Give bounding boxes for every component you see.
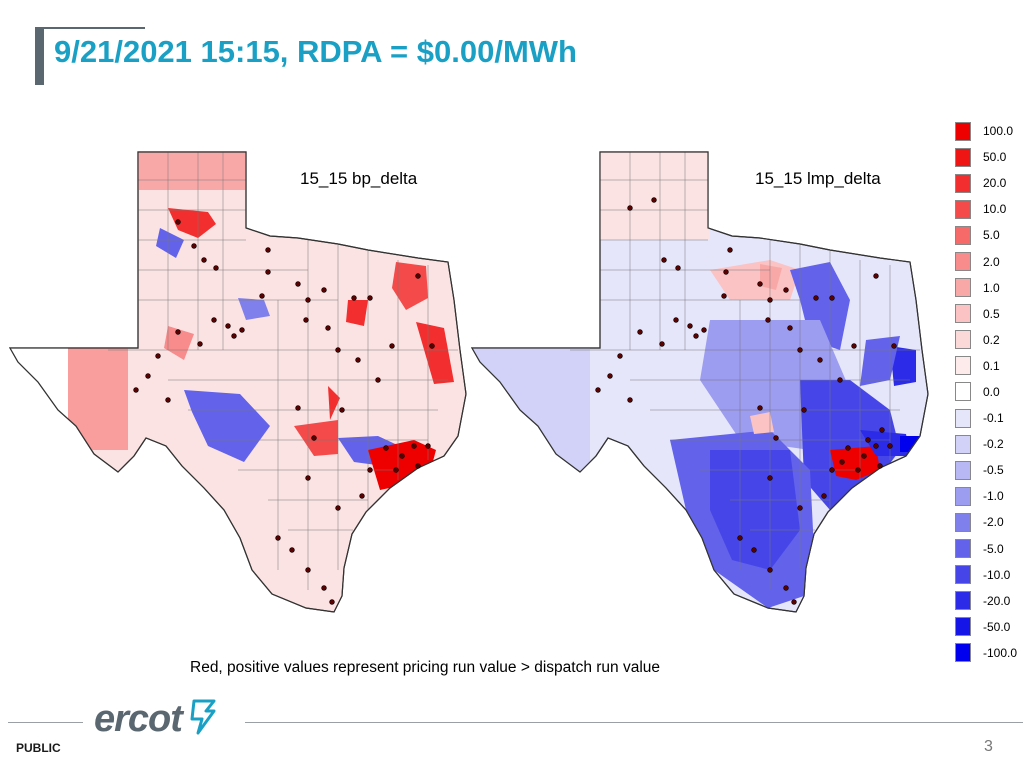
legend-swatch	[955, 121, 971, 141]
legend-row: 1.0	[955, 275, 1023, 301]
legend-swatch	[955, 539, 971, 559]
legend-label: 5.0	[983, 228, 1000, 243]
legend-swatch	[955, 408, 971, 428]
legend-swatch	[955, 304, 971, 324]
title-accent-line	[35, 27, 145, 29]
title-accent-bar	[35, 27, 44, 85]
legend-row: 10.0	[955, 196, 1023, 222]
legend-swatch	[955, 382, 971, 402]
legend-row: -20.0	[955, 588, 1023, 614]
legend-label: 20.0	[983, 176, 1007, 191]
legend-label: 1.0	[983, 280, 1000, 295]
map-lmp-delta: 15_15 lmp_delta	[470, 150, 940, 630]
legend-label: -10.0	[983, 567, 1011, 582]
legend-row: -10.0	[955, 562, 1023, 588]
legend-row: 2.0	[955, 248, 1023, 274]
legend-label: 100.0	[983, 124, 1014, 139]
ercot-logo: ercot	[94, 697, 218, 741]
legend-swatch	[955, 356, 971, 376]
footer-divider-left	[8, 722, 83, 723]
legend-label: -20.0	[983, 593, 1011, 608]
legend-label: 0.5	[983, 306, 1000, 321]
legend-label: -0.1	[983, 411, 1004, 426]
legend-row: 0.0	[955, 379, 1023, 405]
legend-row: 100.0	[955, 118, 1023, 144]
legend-label: 50.0	[983, 150, 1007, 165]
legend-label: 0.2	[983, 332, 1000, 347]
legend-swatch	[955, 278, 971, 298]
lightning-mark-icon	[190, 699, 216, 735]
texas-map-lmp-delta	[470, 151, 929, 613]
legend-label: -1.0	[983, 489, 1004, 504]
legend-swatch	[955, 460, 971, 480]
legend-swatch	[955, 643, 971, 663]
map-bp-delta: 15_15 bp_delta	[8, 150, 478, 630]
legend-row: -0.5	[955, 457, 1023, 483]
legend-label: 0.1	[983, 358, 1000, 373]
legend-row: 0.5	[955, 301, 1023, 327]
legend-row: 0.2	[955, 327, 1023, 353]
color-legend: 100.0 50.0 20.0 10.0 5.0 2.0 1.0 0.5 0.2 0.1 0.0 -0…	[955, 118, 1023, 666]
legend-row: -1.0	[955, 483, 1023, 509]
legend-label: -5.0	[983, 541, 1004, 556]
legend-label: -2.0	[983, 515, 1004, 530]
legend-swatch	[955, 486, 971, 506]
legend-label: 2.0	[983, 254, 1000, 269]
footer-divider-right	[245, 722, 1023, 723]
legend-row: -5.0	[955, 536, 1023, 562]
legend-label: -50.0	[983, 619, 1011, 634]
legend-swatch	[955, 617, 971, 637]
page-number: 3	[984, 738, 993, 755]
legend-row: -2.0	[955, 509, 1023, 535]
caption-text: Red, positive values represent pricing r…	[190, 659, 661, 676]
legend-row: 0.1	[955, 353, 1023, 379]
texas-map-bp-delta	[8, 151, 467, 613]
map-label-bp-delta: 15_15 bp_delta	[300, 169, 418, 188]
legend-swatch	[955, 173, 971, 193]
legend-swatch	[955, 330, 971, 350]
footer-classification: PUBLIC	[16, 741, 61, 755]
legend-label: 10.0	[983, 202, 1007, 217]
legend-swatch	[955, 565, 971, 585]
legend-swatch	[955, 147, 971, 167]
slide-title: 9/21/2021 15:15, RDPA = $0.00/MWh	[54, 34, 577, 69]
map-label-lmp-delta: 15_15 lmp_delta	[755, 169, 881, 188]
legend-row: -0.1	[955, 405, 1023, 431]
legend-label: -0.2	[983, 437, 1004, 452]
legend-swatch	[955, 434, 971, 454]
legend-swatch	[955, 591, 971, 611]
legend-label: 0.0	[983, 384, 1000, 399]
legend-label: -100.0	[983, 645, 1018, 660]
legend-swatch	[955, 252, 971, 272]
legend-row: -50.0	[955, 614, 1023, 640]
legend-label: -0.5	[983, 463, 1004, 478]
legend-row: 50.0	[955, 144, 1023, 170]
logo-wordmark: ercot	[94, 698, 183, 740]
legend-row: -100.0	[955, 640, 1023, 666]
legend-swatch	[955, 199, 971, 219]
legend-row: 5.0	[955, 222, 1023, 248]
legend-swatch	[955, 512, 971, 532]
legend-swatch	[955, 225, 971, 245]
legend-row: 20.0	[955, 170, 1023, 196]
legend-row: -0.2	[955, 431, 1023, 457]
